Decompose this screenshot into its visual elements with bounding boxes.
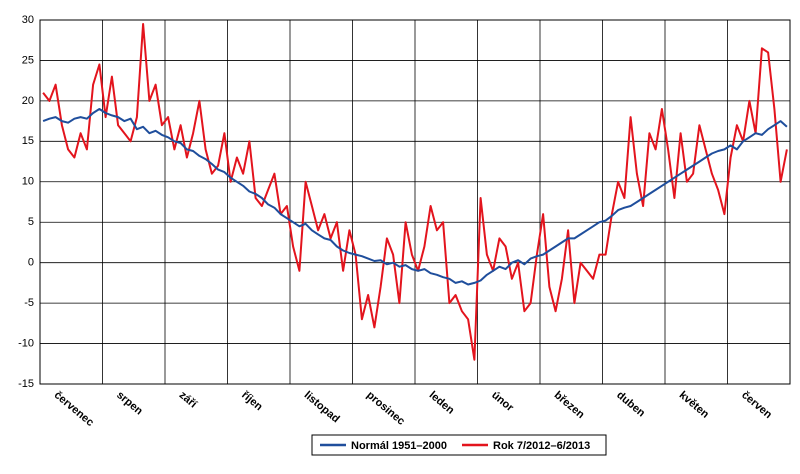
legend-label: Rok 7/2012–6/2013	[493, 440, 590, 452]
x-tick-label: květen	[677, 389, 712, 421]
y-tick-label: 10	[22, 176, 34, 188]
legend-box	[311, 434, 607, 456]
series-line	[42, 23, 788, 361]
x-tick-label: březen	[552, 389, 587, 421]
x-tick-label: únor	[489, 389, 516, 414]
y-tick-label: -5	[24, 297, 34, 309]
y-tick-label: 0	[28, 257, 34, 269]
y-tick-label: 20	[22, 95, 34, 107]
x-tick-label: prosinec	[364, 389, 407, 428]
y-tick-label: 5	[28, 216, 34, 228]
x-tick-label: září	[177, 389, 200, 411]
y-tick-label: 30	[22, 14, 34, 26]
series-line	[42, 108, 788, 286]
y-tick-label: -10	[18, 337, 34, 349]
x-tick-label: červenec	[52, 389, 96, 429]
x-tick-label: leden	[427, 389, 457, 417]
y-tick-label: 15	[22, 135, 34, 147]
x-tick-label: říjen	[239, 389, 265, 413]
y-tick-label: -15	[18, 378, 34, 390]
x-tick-label: listopad	[302, 389, 342, 425]
legend: Normál 1951–2000 Rok 7/2012–6/2013	[311, 434, 607, 456]
y-tick-label: 25	[22, 54, 34, 66]
legend-label: Normál 1951–2000	[351, 440, 447, 452]
x-tick-label: červen	[739, 389, 774, 421]
x-tick-label: srpen	[114, 389, 145, 418]
x-tick-label: duben	[614, 389, 647, 420]
